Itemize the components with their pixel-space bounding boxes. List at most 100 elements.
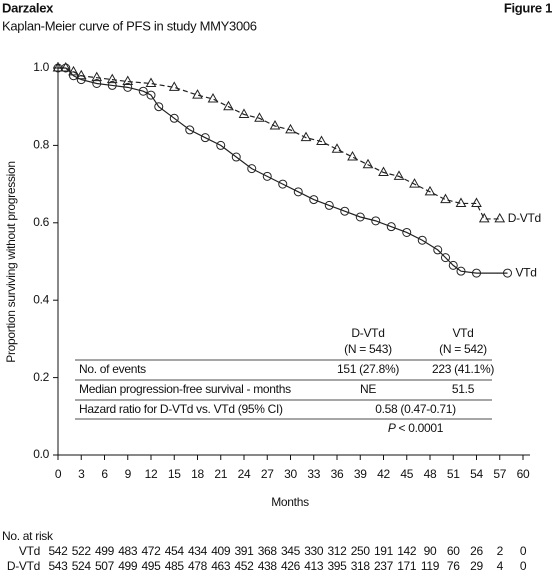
- censor-marker: [254, 112, 265, 122]
- at-risk-label: VTd: [19, 544, 40, 558]
- at-risk-count: 395: [327, 559, 347, 573]
- censor-marker: [455, 197, 467, 207]
- censor-marker: [285, 123, 296, 134]
- series-label: VTd: [516, 265, 537, 279]
- censor-marker: [247, 164, 257, 174]
- at-risk-count: 522: [72, 544, 92, 558]
- x-tick-label: 9: [125, 467, 132, 481]
- censor-marker: [262, 171, 272, 181]
- censor-marker: [402, 227, 412, 237]
- figure-label: Figure 1: [504, 0, 552, 15]
- at-risk-count: 142: [397, 544, 417, 558]
- table-column-n: (N = 542): [439, 342, 487, 356]
- x-tick-label: 39: [354, 467, 367, 481]
- p-text: < 0.0001: [399, 421, 444, 435]
- censor-marker: [123, 82, 133, 92]
- at-risk-count: 542: [48, 544, 68, 558]
- censor-marker: [122, 75, 134, 86]
- censor-marker: [106, 73, 118, 84]
- at-risk-count: 524: [72, 559, 92, 573]
- x-tick-label: 42: [377, 467, 390, 481]
- at-risk-count: 330: [304, 544, 324, 558]
- x-tick-label: 48: [424, 467, 437, 481]
- censor-marker: [478, 212, 490, 223]
- table-row-label: Hazard ratio for D-VTd vs. VTd (95% CI): [79, 402, 283, 416]
- table-cell: 51.5: [452, 382, 475, 396]
- censor-marker: [293, 187, 303, 197]
- survival-curve: [58, 67, 508, 274]
- x-tick-label: 36: [331, 467, 344, 481]
- at-risk-count: 0: [520, 559, 527, 573]
- censor-marker: [472, 268, 481, 278]
- x-tick-label: 24: [238, 467, 251, 481]
- table-cell: 223 (41.1%): [432, 362, 494, 376]
- table-cell: NE: [360, 382, 376, 396]
- x-tick-label: 30: [284, 467, 297, 481]
- table-row-label: No. of events: [79, 362, 146, 376]
- censor-marker: [448, 260, 458, 270]
- censor-marker: [440, 193, 451, 204]
- at-risk-count: 391: [234, 544, 254, 558]
- at-risk-count: 438: [258, 559, 278, 573]
- x-tick-label: 15: [168, 467, 181, 481]
- censor-marker: [316, 135, 327, 146]
- censor-marker: [471, 197, 482, 207]
- censor-marker: [76, 75, 86, 85]
- censor-marker: [324, 200, 334, 210]
- censor-marker: [417, 235, 427, 245]
- table-column-header: VTd: [452, 326, 473, 340]
- at-risk-count: 318: [351, 559, 371, 573]
- censor-marker: [138, 86, 148, 96]
- x-tick-label: 21: [214, 467, 227, 481]
- at-risk-count: 452: [234, 559, 254, 573]
- at-risk-count: 434: [188, 544, 208, 558]
- chart-title: Kaplan-Meier curve of PFS in study MMY30…: [2, 18, 257, 33]
- table-column-n: (N = 543): [344, 342, 392, 356]
- at-risk-count: 472: [141, 544, 161, 558]
- at-risk-count: 495: [141, 559, 161, 573]
- p-symbol: P: [388, 421, 396, 435]
- at-risk-count: 485: [165, 559, 185, 573]
- censor-marker: [309, 195, 319, 205]
- at-risk-count: 409: [211, 544, 231, 558]
- table-row-label: Median progression-free survival - month…: [79, 382, 291, 396]
- at-risk-count: 312: [327, 544, 347, 558]
- censor-marker: [409, 178, 420, 188]
- x-tick-label: 3: [78, 467, 85, 481]
- at-risk-count: 499: [118, 559, 138, 573]
- censor-marker: [347, 150, 358, 161]
- censor-marker: [168, 81, 180, 91]
- x-axis-label: Months: [271, 495, 309, 509]
- y-axis-label: Proportion surviving without progression: [4, 161, 18, 362]
- y-tick-label: 0.2: [33, 370, 49, 384]
- censor-marker: [75, 69, 87, 80]
- at-risk-count: 119: [421, 559, 440, 573]
- y-tick-label: 0.8: [33, 138, 49, 152]
- at-risk-count: 4: [497, 559, 504, 573]
- at-risk-count: 345: [281, 544, 301, 558]
- censor-marker: [107, 80, 117, 90]
- at-risk-count: 60: [447, 544, 460, 558]
- censor-marker: [146, 90, 156, 100]
- x-tick-label: 27: [261, 467, 274, 481]
- censor-marker: [61, 63, 71, 73]
- at-risk-count: 368: [258, 544, 278, 558]
- censor-marker: [278, 179, 288, 189]
- x-tick-label: 60: [517, 467, 530, 481]
- table-cell: 151 (27.8%): [337, 362, 399, 376]
- censor-marker: [52, 61, 64, 72]
- at-risk-count: 237: [374, 559, 394, 573]
- x-tick-label: 18: [191, 467, 204, 481]
- table-cell: 0.58 (0.47-0.71): [375, 402, 456, 416]
- at-risk-count: 171: [397, 559, 417, 573]
- censor-marker: [145, 77, 157, 87]
- series-label: D-VTd: [508, 211, 541, 225]
- censor-marker: [456, 266, 466, 276]
- at-risk-count: 507: [95, 559, 115, 573]
- censor-marker: [185, 125, 195, 135]
- at-risk-count: 250: [351, 544, 371, 558]
- censor-marker: [192, 89, 203, 99]
- at-risk-count: 29: [470, 559, 483, 573]
- x-tick-label: 0: [55, 467, 62, 481]
